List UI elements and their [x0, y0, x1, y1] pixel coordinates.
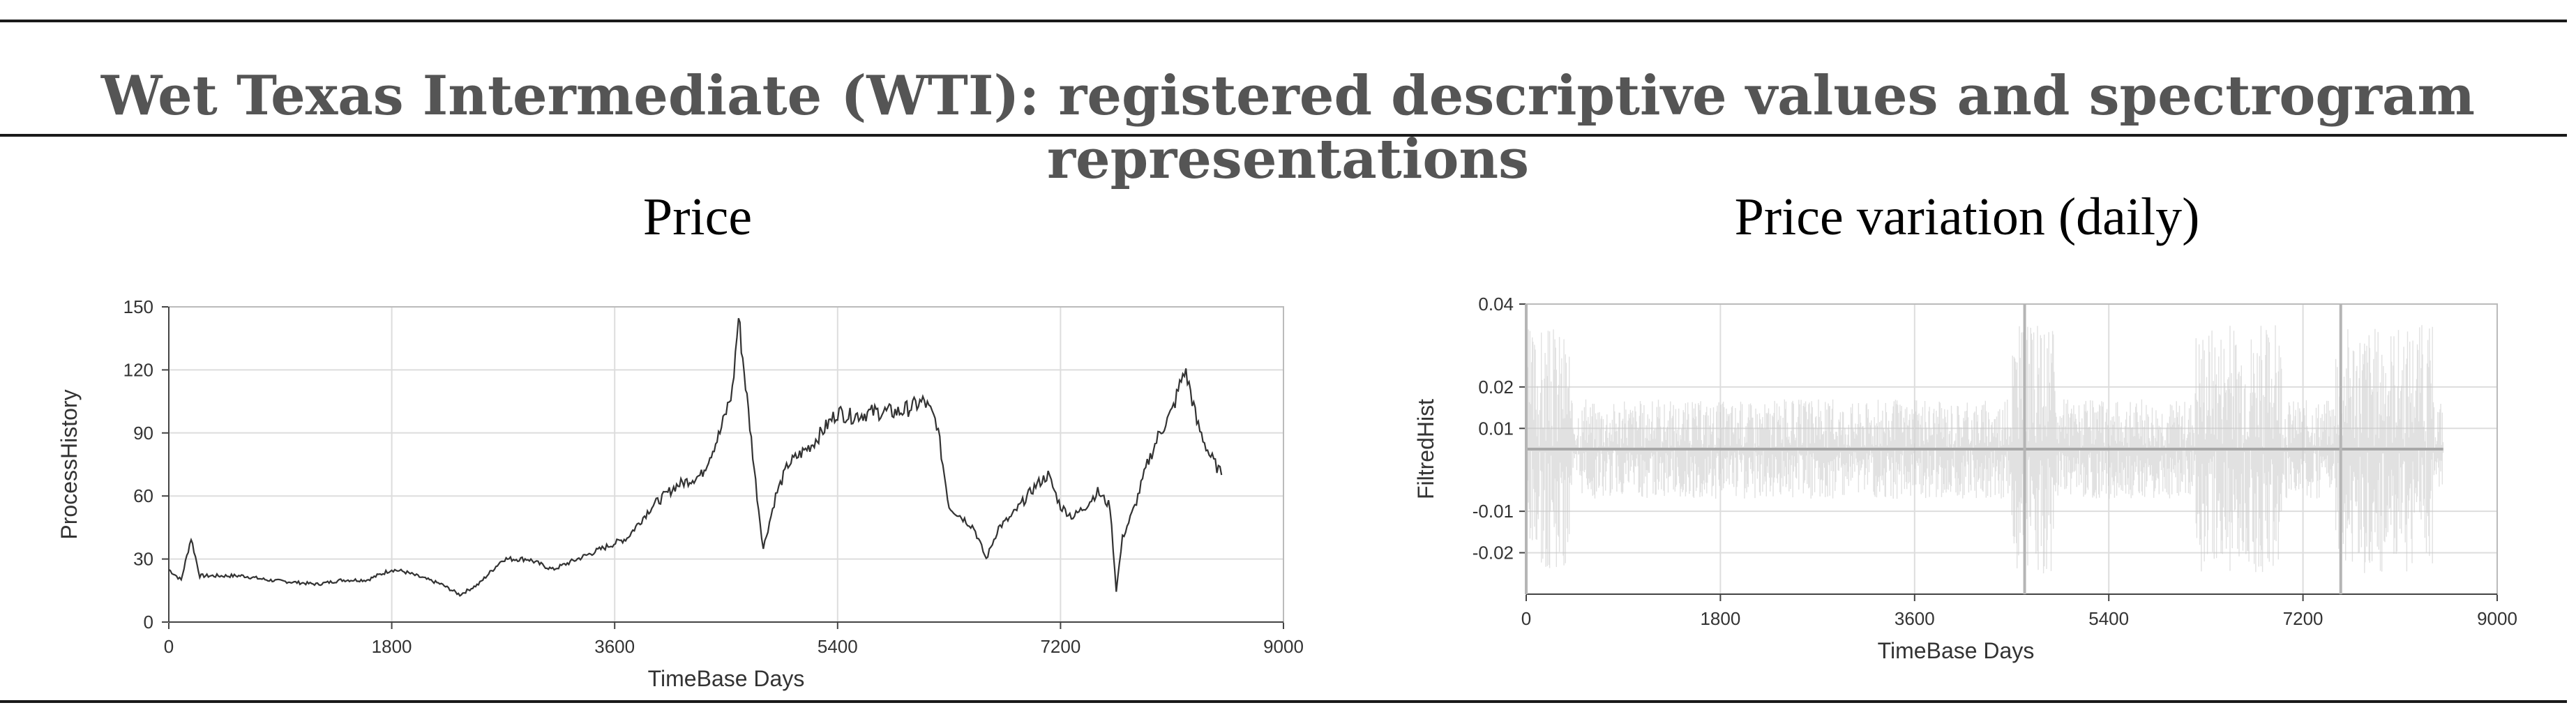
y-axis-label: FiltredHist — [1413, 399, 1438, 499]
x-tick-label: 9000 — [2477, 608, 2517, 629]
x-tick-label: 3600 — [594, 636, 635, 657]
y-tick-label: 0.04 — [1478, 294, 1514, 315]
price-chart-title: Price — [642, 188, 753, 246]
y-tick-label: -0.02 — [1472, 543, 1514, 563]
y-tick-label: 0.02 — [1478, 377, 1514, 398]
y-axis-label: ProcessHistory — [57, 389, 82, 539]
x-axis-label: TimeBase Days — [648, 666, 805, 691]
figure-title: Wet Texas Intermediate (WTI): registered… — [100, 64, 2476, 191]
y-tick-label: 0 — [144, 612, 153, 633]
x-tick-label: 7200 — [2283, 608, 2323, 629]
x-tick-label: 0 — [1521, 608, 1531, 629]
x-tick-label: 1800 — [1700, 608, 1740, 629]
title-rule — [0, 134, 2567, 137]
y-tick-label: 60 — [133, 485, 153, 506]
x-tick-label: 5400 — [818, 636, 858, 657]
plot-frame — [168, 306, 1284, 623]
y-tick-label: -0.01 — [1472, 501, 1514, 522]
y-tick-label: 30 — [133, 549, 153, 570]
bottom-rule — [0, 700, 2567, 703]
x-axis-label: TimeBase Days — [1878, 638, 2035, 663]
y-tick-label: 150 — [123, 296, 153, 317]
x-tick-label: 0 — [164, 636, 174, 657]
x-tick-label: 7200 — [1040, 636, 1080, 657]
top-rule — [0, 20, 2567, 22]
y-tick-label: 0.01 — [1478, 418, 1514, 439]
y-tick-label: 90 — [133, 423, 153, 444]
x-tick-label: 5400 — [2088, 608, 2129, 629]
y-tick-label: 120 — [123, 359, 153, 380]
x-tick-label: 9000 — [1263, 636, 1304, 657]
price-chart: 0 30 60 90 120 150 0 1800 3600 5400 7200 9000 TimeBa… — [57, 296, 1304, 691]
x-tick-label: 3600 — [1895, 608, 1935, 629]
price-series-line — [168, 318, 1223, 597]
price-variation-chart: -0.02 -0.01 0.01 0.02 0.04 0 1800 3600 5400 7200 9… — [1413, 294, 2517, 663]
variation-chart-title: Price variation (daily) — [1734, 188, 2200, 246]
x-tick-label: 1800 — [372, 636, 412, 657]
